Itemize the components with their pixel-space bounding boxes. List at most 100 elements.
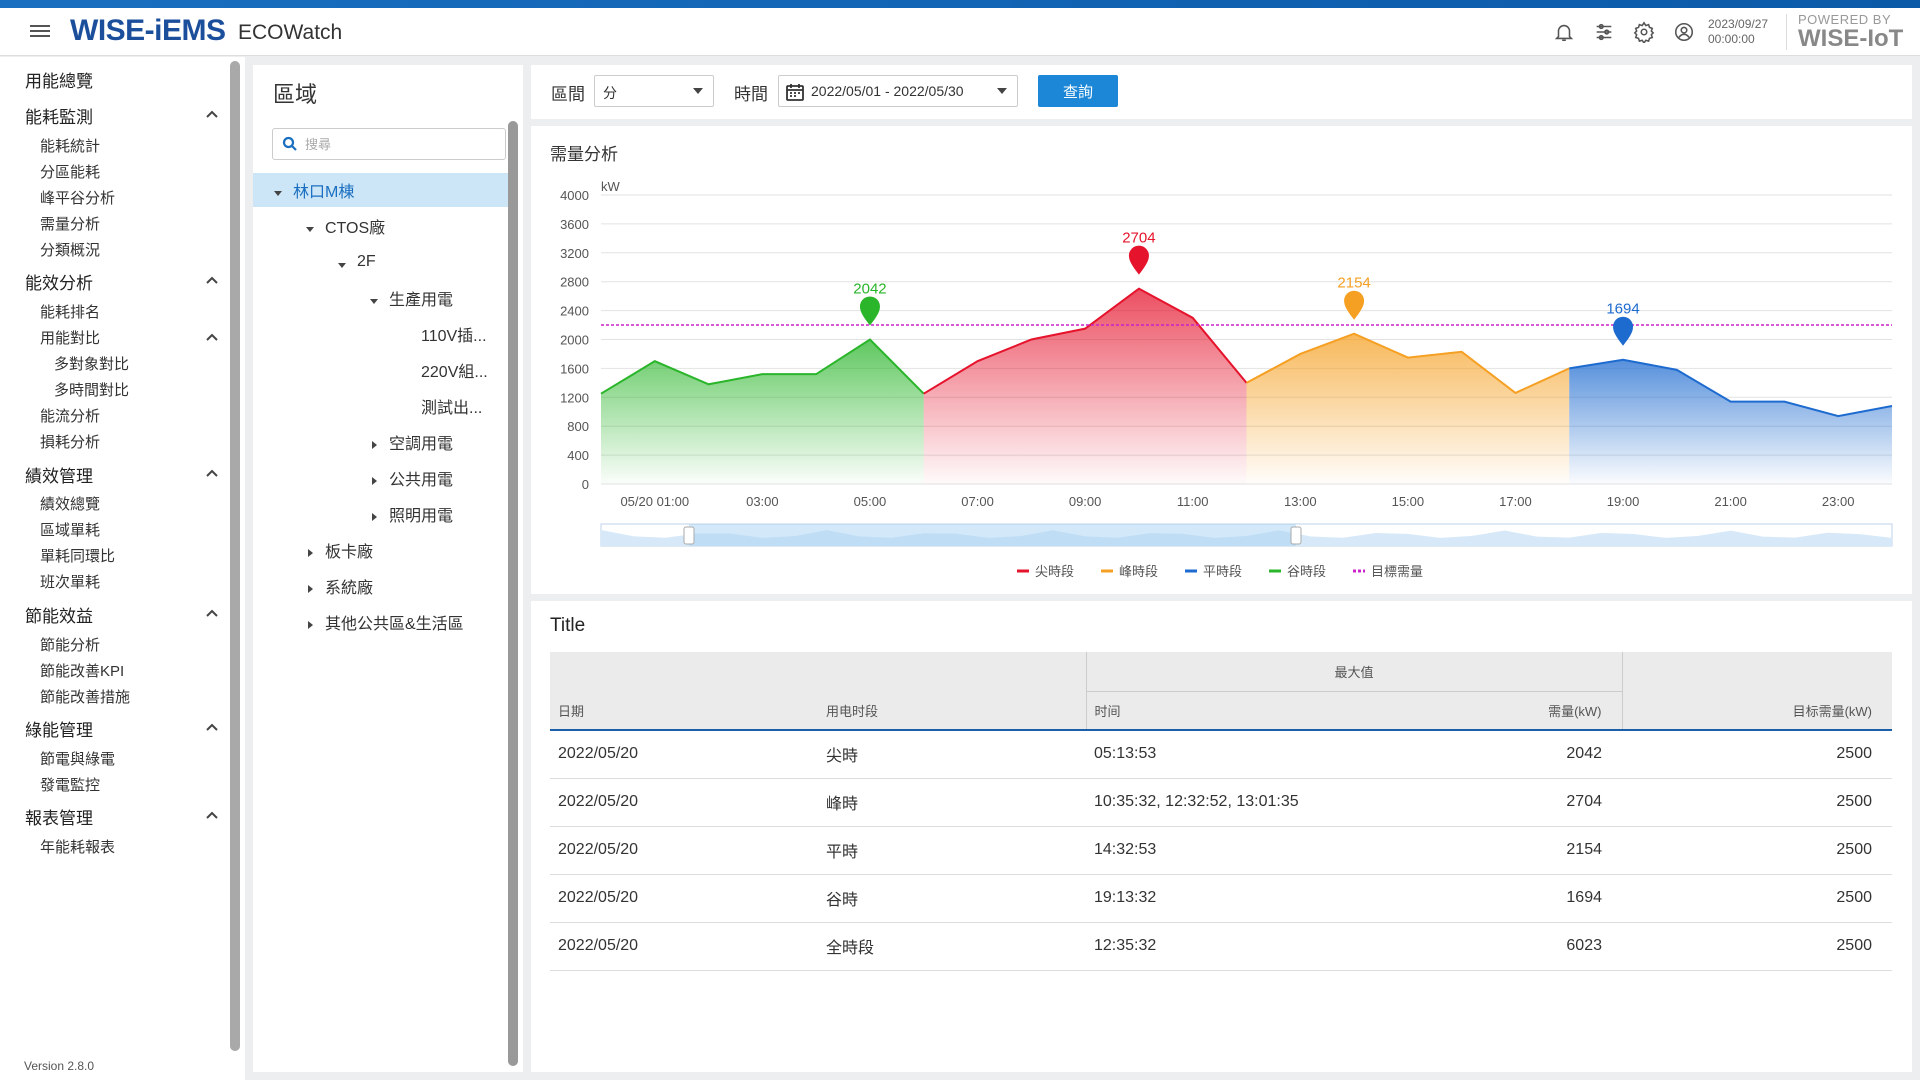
sidebar-item[interactable]: 班次單耗 bbox=[40, 571, 268, 592]
legend-label[interactable]: 目標需量 bbox=[1371, 564, 1423, 579]
user-icon[interactable] bbox=[1672, 20, 1696, 44]
chevron-up-icon[interactable] bbox=[205, 605, 219, 619]
tree-node[interactable]: 系統廠 bbox=[253, 569, 508, 603]
caret-right-icon[interactable] bbox=[305, 545, 315, 557]
tree-node[interactable]: 其他公共區&生活區 bbox=[253, 605, 508, 639]
caret-down-icon[interactable] bbox=[273, 185, 283, 196]
tree-node-label: 空調用電 bbox=[389, 436, 454, 453]
chevron-up-icon[interactable] bbox=[205, 106, 219, 120]
cell-period: 全時段 bbox=[818, 922, 1086, 971]
sidebar-item[interactable]: 績效管理 bbox=[25, 462, 253, 487]
bell-icon[interactable] bbox=[1552, 20, 1576, 44]
tree-node[interactable]: 公共用電 bbox=[253, 461, 508, 495]
sidebar-item[interactable]: 多時間對比 bbox=[54, 379, 282, 400]
sidebar-item[interactable]: 節能改善KPI bbox=[40, 660, 268, 681]
caret-right-icon[interactable] bbox=[305, 617, 315, 629]
cell-demand: 2042 bbox=[1386, 730, 1622, 779]
sidebar-item[interactable]: 用能總覽 bbox=[25, 67, 253, 92]
sidebar-item-label: 能效分析 bbox=[25, 274, 93, 293]
sidebar-item[interactable]: 節能效益 bbox=[25, 602, 253, 627]
chevron-up-icon[interactable] bbox=[205, 272, 219, 286]
y-tick-label: 4000 bbox=[560, 188, 589, 203]
sidebar-item[interactable]: 多對象對比 bbox=[54, 353, 282, 374]
tree-node[interactable]: 2F bbox=[253, 245, 508, 279]
tree-node[interactable]: 生產用電 bbox=[253, 281, 508, 315]
peak-value-label: 2042 bbox=[853, 281, 886, 298]
caret-down-icon[interactable] bbox=[337, 257, 347, 268]
sidebar-item[interactable]: 績效總覽 bbox=[40, 493, 268, 514]
sidebar-scrollbar-thumb[interactable] bbox=[230, 61, 240, 1051]
tree-node[interactable]: 林口M棟 bbox=[253, 173, 508, 207]
chevron-up-icon[interactable] bbox=[205, 330, 219, 344]
tree-node-label: 公共用電 bbox=[389, 472, 454, 489]
caret-down-icon[interactable] bbox=[305, 221, 315, 232]
legend-label[interactable]: 尖時段 bbox=[1035, 564, 1074, 579]
tree-search-input[interactable] bbox=[305, 133, 495, 155]
sidebar-scrollbar[interactable] bbox=[230, 61, 240, 1051]
tree-node[interactable]: 測試出... bbox=[253, 389, 508, 423]
sidebar-item[interactable]: 能耗監測 bbox=[25, 103, 253, 128]
tree-node[interactable]: 220V組... bbox=[253, 353, 508, 387]
version-label: Version 2.8.0 bbox=[24, 1059, 95, 1073]
region-tree-panel: 區域 林口M棟 CTOS廠 2F 生產用電 110V插... 220V組... 測試出...… bbox=[253, 65, 523, 1072]
menu-icon[interactable] bbox=[30, 22, 50, 42]
caret-down-icon[interactable] bbox=[369, 293, 379, 304]
zoom-handle-right[interactable] bbox=[1290, 526, 1302, 545]
cell-demand: 2154 bbox=[1386, 826, 1622, 875]
tree-scrollbar-thumb[interactable] bbox=[508, 121, 518, 1066]
sidebar-item[interactable]: 能耗排名 bbox=[40, 301, 268, 322]
sidebar-item[interactable]: 能耗統計 bbox=[40, 135, 268, 156]
sidebar-item[interactable]: 發電監控 bbox=[40, 774, 268, 795]
series-line bbox=[600, 338, 925, 395]
sidebar-item-label: 節能改善措施 bbox=[40, 689, 131, 706]
caret-right-icon[interactable] bbox=[369, 509, 379, 521]
sidebar-item[interactable]: 用能對比 bbox=[40, 327, 268, 348]
caret-right-icon[interactable] bbox=[369, 437, 379, 449]
sidebar-item[interactable]: 需量分析 bbox=[40, 213, 268, 234]
sidebar-item[interactable]: 節電與綠電 bbox=[40, 748, 268, 769]
sidebar-item[interactable]: 節能改善措施 bbox=[40, 686, 268, 707]
tree-node[interactable]: 照明用電 bbox=[253, 497, 508, 531]
query-button[interactable]: 查詢 bbox=[1038, 75, 1118, 107]
legend-label[interactable]: 峰時段 bbox=[1119, 564, 1158, 579]
chevron-up-icon[interactable] bbox=[205, 465, 219, 479]
cell-target: 2500 bbox=[1622, 922, 1892, 971]
cell-date: 2022/05/20 bbox=[550, 922, 818, 971]
cell-period: 平時 bbox=[818, 826, 1086, 875]
sidebar-item[interactable]: 節能分析 bbox=[40, 634, 268, 655]
chevron-up-icon[interactable] bbox=[205, 807, 219, 821]
tree-node[interactable]: 空調用電 bbox=[253, 425, 508, 459]
sidebar-item[interactable]: 能效分析 bbox=[25, 269, 253, 294]
legend-label[interactable]: 谷時段 bbox=[1287, 564, 1326, 579]
zoom-handle-left[interactable] bbox=[683, 526, 695, 545]
sidebar-item[interactable]: 年能耗報表 bbox=[40, 836, 268, 857]
x-tick-label: 23:00 bbox=[1822, 494, 1855, 509]
sidebar-item[interactable]: 單耗同環比 bbox=[40, 545, 268, 566]
tree-node[interactable]: CTOS廠 bbox=[253, 209, 508, 243]
legend-label[interactable]: 平時段 bbox=[1203, 564, 1242, 579]
gear-icon[interactable] bbox=[1632, 20, 1656, 44]
group-header-max: 最大值 bbox=[1085, 652, 1623, 692]
tree-search-box[interactable] bbox=[272, 128, 506, 160]
y-tick-label: 800 bbox=[567, 419, 589, 434]
tree-node-label: 2F bbox=[357, 253, 376, 270]
tree-scrollbar[interactable] bbox=[508, 121, 518, 1066]
sidebar-item[interactable]: 區域單耗 bbox=[40, 519, 268, 540]
sidebar-item[interactable]: 分類概況 bbox=[40, 239, 268, 260]
sidebar-item[interactable]: 峰平谷分析 bbox=[40, 187, 268, 208]
sidebar-item[interactable]: 報表管理 bbox=[25, 804, 253, 829]
tree-node[interactable]: 110V插... bbox=[253, 317, 508, 351]
sidebar-item[interactable]: 損耗分析 bbox=[40, 431, 268, 452]
sidebar-item[interactable]: 能流分析 bbox=[40, 405, 268, 426]
sidebar-item-label: 能耗排名 bbox=[40, 304, 101, 321]
date-range-picker[interactable]: 2022/05/01 - 2022/05/30 bbox=[778, 75, 1018, 107]
sidebar-item[interactable]: 綠能管理 bbox=[25, 716, 253, 741]
sidebar-item[interactable]: 分區能耗 bbox=[40, 161, 268, 182]
sliders-icon[interactable] bbox=[1592, 20, 1616, 44]
chevron-up-icon[interactable] bbox=[205, 719, 219, 733]
interval-select[interactable]: 分 bbox=[594, 75, 714, 107]
cell-time: 10:35:32, 12:32:52, 13:01:35 bbox=[1086, 778, 1386, 827]
caret-right-icon[interactable] bbox=[369, 473, 379, 485]
caret-right-icon[interactable] bbox=[305, 581, 315, 593]
tree-node[interactable]: 板卡廠 bbox=[253, 533, 508, 567]
